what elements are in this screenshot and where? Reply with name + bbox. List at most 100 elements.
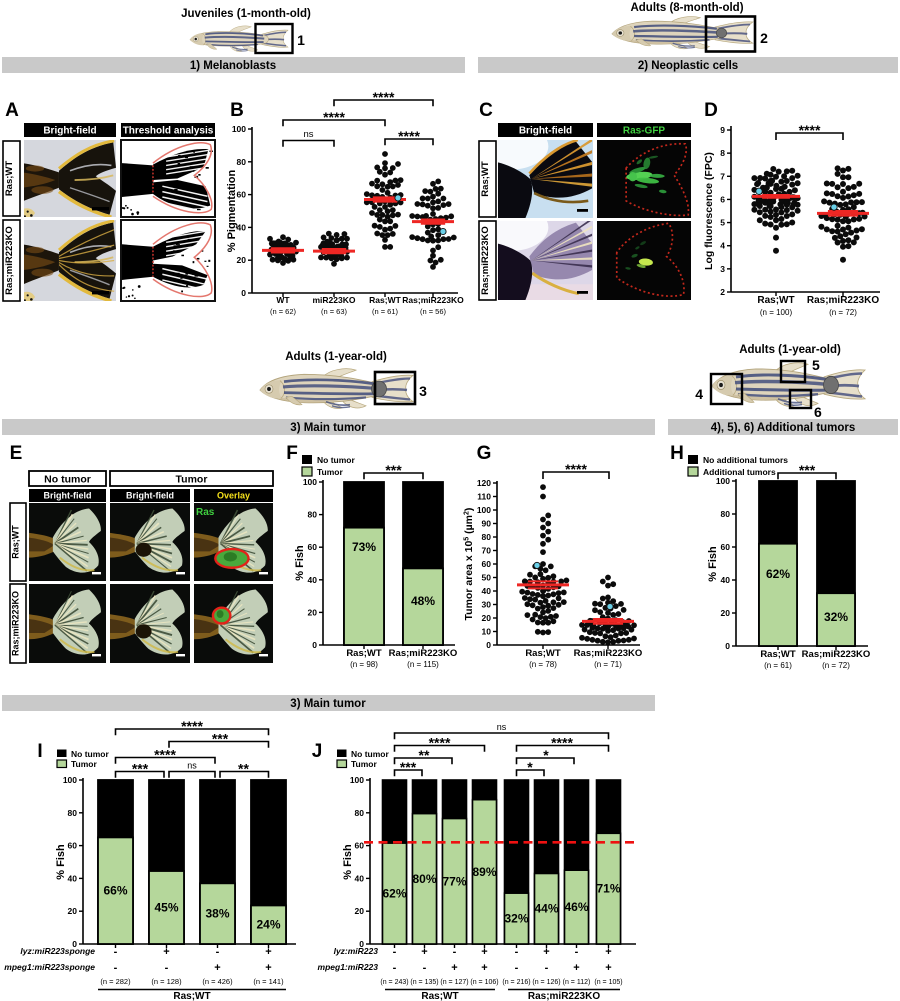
svg-text:+: +: [214, 962, 220, 974]
svg-text:No tumor: No tumor: [44, 474, 91, 486]
svg-text:Ras;miR223KO: Ras;miR223KO: [574, 648, 643, 659]
svg-text:****: ****: [398, 128, 420, 144]
svg-text:Ras;WT: Ras;WT: [4, 161, 15, 197]
svg-text:73%: 73%: [352, 540, 376, 554]
svg-text:+: +: [481, 962, 487, 974]
svg-text:Tumor: Tumor: [317, 467, 344, 477]
svg-text:-: -: [393, 946, 397, 958]
svg-text:32%: 32%: [824, 610, 848, 624]
svg-text:60: 60: [237, 190, 247, 200]
svg-text:No tumor: No tumor: [351, 749, 389, 759]
svg-text:No additional tumors: No additional tumors: [703, 455, 788, 465]
svg-text:-: -: [165, 962, 169, 974]
svg-text:****: ****: [154, 747, 176, 763]
svg-text:40: 40: [482, 586, 492, 596]
svg-text:Bright-field: Bright-field: [44, 491, 92, 501]
svg-text:+: +: [605, 962, 611, 974]
svg-text:60: 60: [721, 542, 731, 552]
svg-text:***: ***: [212, 731, 229, 747]
svg-text:100: 100: [303, 477, 317, 487]
svg-text:% Fish: % Fish: [707, 546, 719, 582]
svg-text:80: 80: [721, 509, 731, 519]
svg-text:Ras;miR223KO: Ras;miR223KO: [10, 591, 20, 656]
svg-text:Ras;WT: Ras;WT: [369, 295, 401, 305]
svg-text:****: ****: [799, 122, 821, 138]
svg-text:-: -: [575, 946, 579, 958]
svg-text:Adults (8-month-old): Adults (8-month-old): [630, 2, 743, 14]
svg-text:+: +: [265, 962, 271, 974]
svg-text:10: 10: [482, 627, 492, 637]
svg-text:66%: 66%: [103, 884, 127, 898]
svg-text:46%: 46%: [564, 900, 588, 914]
svg-text:(n = 128): (n = 128): [151, 977, 182, 986]
svg-text:48%: 48%: [411, 594, 435, 608]
svg-text:8: 8: [720, 148, 725, 158]
svg-text:100: 100: [716, 476, 730, 486]
svg-text:% Pigmentation: % Pigmentation: [226, 169, 238, 252]
svg-text:Juveniles (1-month-old): Juveniles (1-month-old): [181, 8, 311, 20]
svg-text:60: 60: [308, 542, 318, 552]
svg-text:(n = 127): (n = 127): [440, 979, 468, 986]
svg-text:B: B: [230, 100, 244, 121]
svg-text:(n = 243): (n = 243): [380, 979, 408, 986]
svg-text:*: *: [527, 759, 533, 775]
svg-text:Ras;WT: Ras;WT: [757, 295, 794, 306]
svg-text:***: ***: [132, 761, 149, 777]
svg-text:(n = 105): (n = 105): [594, 979, 622, 986]
svg-text:2) Neoplastic cells: 2) Neoplastic cells: [638, 60, 738, 72]
svg-text:1: 1: [297, 32, 305, 48]
svg-text:Log fluorescence (FPC): Log fluorescence (FPC): [703, 152, 715, 270]
svg-text:20: 20: [237, 255, 247, 265]
svg-text:-: -: [423, 962, 427, 974]
svg-text:4: 4: [720, 241, 725, 251]
svg-text:80: 80: [237, 157, 247, 167]
svg-text:20: 20: [482, 613, 492, 623]
svg-text:Ras;WT: Ras;WT: [10, 525, 20, 559]
svg-text:100: 100: [350, 775, 364, 785]
svg-text:0: 0: [486, 640, 491, 650]
svg-text:5: 5: [720, 218, 725, 228]
svg-text:120: 120: [477, 478, 491, 488]
svg-text:Tumor: Tumor: [351, 759, 378, 769]
svg-text:-: -: [545, 962, 549, 974]
svg-text:ns: ns: [497, 722, 507, 732]
svg-text:3: 3: [720, 264, 725, 274]
svg-text:Bright-field: Bright-field: [519, 126, 572, 137]
svg-text:+: +: [543, 946, 549, 958]
svg-text:3) Main tumor: 3) Main tumor: [290, 422, 366, 434]
svg-text:32%: 32%: [504, 912, 528, 926]
svg-text:% Fish: % Fish: [55, 844, 67, 880]
svg-text:30: 30: [482, 600, 492, 610]
svg-text:45%: 45%: [154, 901, 178, 915]
svg-text:(n = 62): (n = 62): [270, 307, 297, 316]
svg-text:mpeg1:miR223: mpeg1:miR223: [318, 962, 379, 972]
svg-text:Ras;miR223KO: Ras;miR223KO: [4, 226, 15, 295]
svg-text:Overlay: Overlay: [217, 491, 250, 501]
svg-text:38%: 38%: [205, 907, 229, 921]
svg-text:100: 100: [232, 124, 246, 134]
svg-text:No tumor: No tumor: [317, 455, 355, 465]
svg-text:(n = 112): (n = 112): [563, 979, 591, 986]
svg-text:0: 0: [312, 640, 317, 650]
svg-text:Tumor area x 105 (µm2): Tumor area x 105 (µm2): [463, 508, 475, 621]
svg-text:Threshold analysis: Threshold analysis: [123, 126, 214, 137]
svg-text:(n = 71): (n = 71): [594, 660, 622, 669]
svg-text:60: 60: [482, 559, 492, 569]
svg-text:+: +: [421, 946, 427, 958]
svg-text:62%: 62%: [382, 887, 406, 901]
svg-text:Ras;WT: Ras;WT: [525, 648, 561, 659]
svg-text:Ras;miR223KO: Ras;miR223KO: [389, 648, 458, 659]
svg-text:Ras;WT: Ras;WT: [480, 161, 491, 197]
svg-text:71%: 71%: [596, 882, 620, 896]
svg-text:A: A: [5, 100, 19, 121]
svg-text:Bright-field: Bright-field: [43, 126, 96, 137]
svg-text:No tumor: No tumor: [71, 749, 109, 759]
svg-text:(n = 141): (n = 141): [253, 977, 284, 986]
svg-text:Ras;WT: Ras;WT: [173, 991, 210, 1001]
svg-text:80: 80: [68, 808, 78, 818]
svg-text:40: 40: [68, 873, 78, 883]
svg-text:40: 40: [721, 575, 731, 585]
svg-text:(n = 98): (n = 98): [350, 660, 378, 669]
svg-text:(n = 72): (n = 72): [829, 308, 857, 317]
svg-text:40: 40: [355, 873, 365, 883]
